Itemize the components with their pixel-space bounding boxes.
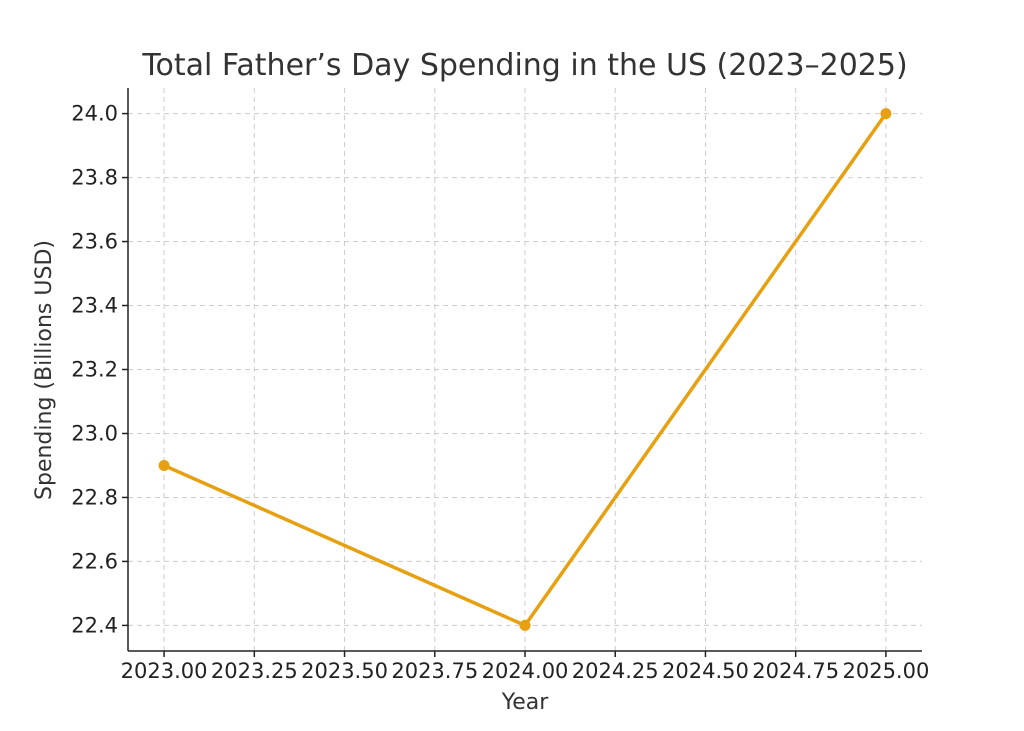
y-tick-label: 23.4 xyxy=(71,294,118,318)
y-tick-label: 23.2 xyxy=(71,358,118,382)
x-axis-ticks: 2023.00 2023.25 2023.50 2023.75 2024.00 2024.… xyxy=(121,651,929,683)
y-tick-label: 23.6 xyxy=(71,230,118,254)
x-tick-label: 2024.75 xyxy=(752,659,839,683)
y-tick-label: 22.6 xyxy=(71,549,118,573)
x-tick-label: 2024.00 xyxy=(482,659,569,683)
data-point xyxy=(519,619,531,631)
y-axis-ticks: 22.4 22.6 22.8 23.0 23.2 23.4 23.6 23.8 24.0 xyxy=(71,102,128,637)
data-point xyxy=(880,108,892,120)
y-tick-label: 23.8 xyxy=(71,166,118,190)
y-tick-label: 22.4 xyxy=(71,613,118,637)
y-tick-label: 22.8 xyxy=(71,485,118,509)
series-layer xyxy=(158,108,892,631)
x-tick-label: 2023.50 xyxy=(301,659,388,683)
grid-lines xyxy=(128,88,922,651)
y-tick-label: 24.0 xyxy=(71,102,118,126)
x-tick-label: 2024.25 xyxy=(572,659,659,683)
x-tick-label: 2024.50 xyxy=(662,659,749,683)
x-tick-label: 2023.00 xyxy=(121,659,208,683)
x-tick-label: 2023.75 xyxy=(391,659,478,683)
y-tick-label: 23.0 xyxy=(71,421,118,445)
y-axis-label: Spending (Billions USD) xyxy=(32,240,57,500)
chart-title: Total Father’s Day Spending in the US (2… xyxy=(141,48,907,83)
x-axis-label: Year xyxy=(501,690,550,715)
data-point xyxy=(158,459,170,471)
x-tick-label: 2025.00 xyxy=(842,659,929,683)
x-tick-label: 2023.25 xyxy=(211,659,298,683)
